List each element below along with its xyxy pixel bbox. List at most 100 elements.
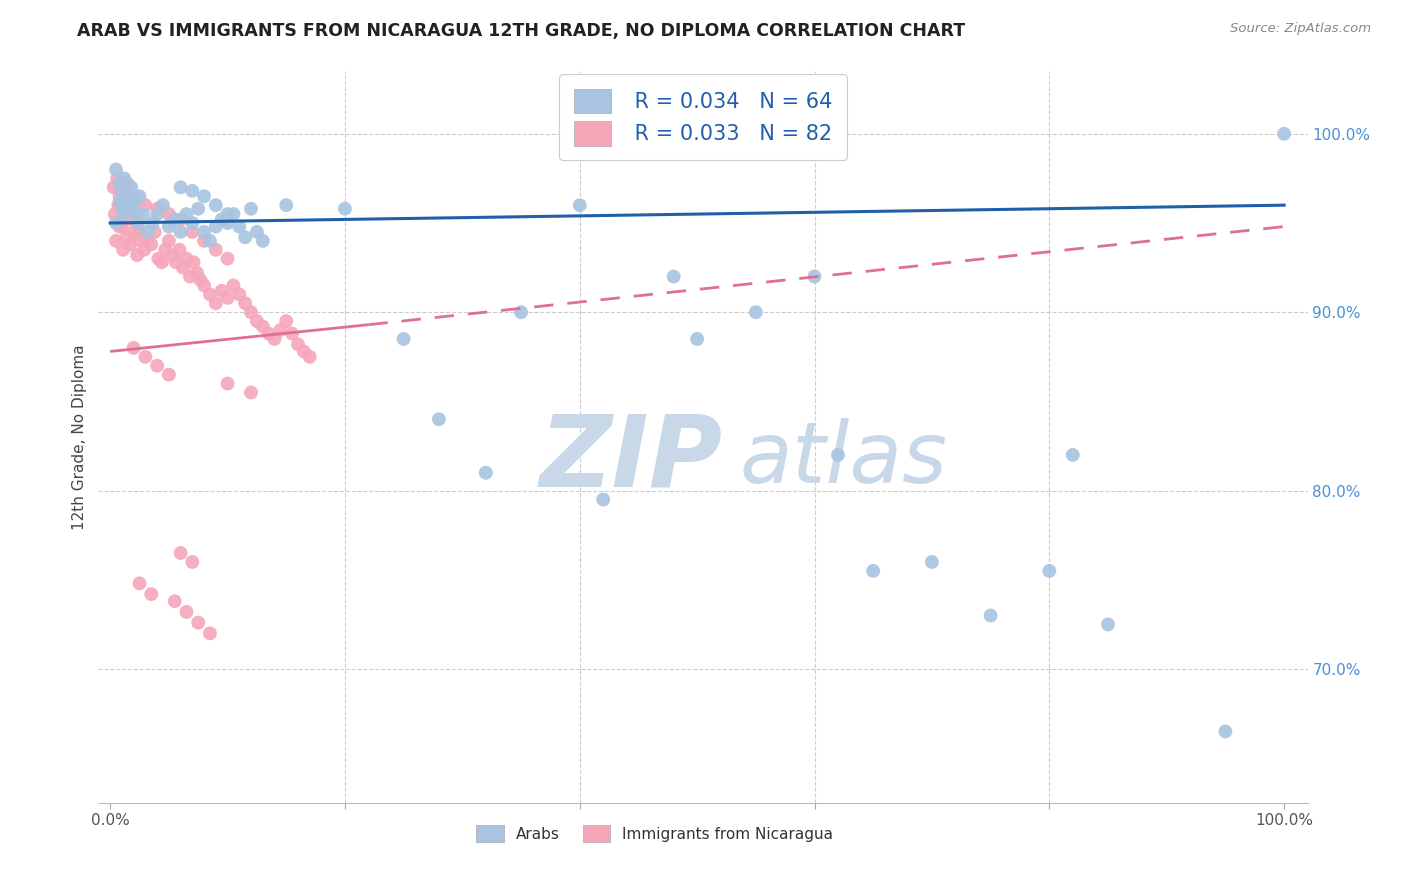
Point bbox=[263, 332, 285, 346]
Point bbox=[107, 198, 129, 212]
Point bbox=[169, 243, 191, 257]
Point bbox=[155, 243, 177, 257]
Point bbox=[392, 332, 415, 346]
Point bbox=[128, 576, 150, 591]
Point bbox=[169, 225, 191, 239]
Point bbox=[252, 234, 274, 248]
Point bbox=[204, 296, 226, 310]
Point bbox=[127, 248, 149, 262]
Point bbox=[176, 605, 198, 619]
Point bbox=[146, 359, 169, 373]
Point bbox=[169, 180, 191, 194]
Point bbox=[115, 230, 138, 244]
Point bbox=[143, 225, 166, 239]
Point bbox=[122, 194, 145, 209]
Point bbox=[980, 608, 1002, 623]
Point bbox=[105, 171, 128, 186]
Point bbox=[150, 255, 173, 269]
Point bbox=[257, 326, 280, 341]
Point bbox=[112, 171, 135, 186]
Point bbox=[287, 337, 309, 351]
Point bbox=[181, 555, 204, 569]
Text: atlas: atlas bbox=[740, 417, 948, 500]
Point bbox=[125, 216, 148, 230]
Point bbox=[172, 260, 194, 275]
Point bbox=[475, 466, 498, 480]
Point bbox=[148, 252, 170, 266]
Point bbox=[1272, 127, 1295, 141]
Point bbox=[136, 225, 159, 239]
Point bbox=[217, 291, 239, 305]
Point bbox=[111, 219, 134, 234]
Point bbox=[103, 180, 125, 194]
Point bbox=[181, 184, 204, 198]
Point bbox=[105, 162, 128, 177]
Text: ZIP: ZIP bbox=[540, 410, 723, 508]
Point bbox=[187, 615, 209, 630]
Point bbox=[862, 564, 884, 578]
Point bbox=[198, 234, 221, 248]
Point bbox=[141, 237, 163, 252]
Point bbox=[510, 305, 533, 319]
Point bbox=[568, 198, 591, 212]
Point bbox=[333, 202, 356, 216]
Point bbox=[186, 266, 208, 280]
Point bbox=[1097, 617, 1119, 632]
Point bbox=[157, 207, 180, 221]
Point bbox=[112, 207, 135, 221]
Point bbox=[125, 207, 148, 221]
Point bbox=[276, 198, 298, 212]
Point bbox=[117, 191, 139, 205]
Point bbox=[117, 177, 139, 191]
Point bbox=[222, 207, 245, 221]
Point bbox=[136, 230, 159, 244]
Point bbox=[111, 202, 134, 216]
Point bbox=[122, 198, 145, 212]
Point bbox=[179, 269, 201, 284]
Point bbox=[233, 230, 256, 244]
Point bbox=[181, 225, 204, 239]
Point bbox=[122, 189, 145, 203]
Point bbox=[181, 216, 204, 230]
Point bbox=[228, 219, 250, 234]
Point bbox=[108, 189, 131, 203]
Point bbox=[187, 202, 209, 216]
Point bbox=[108, 219, 131, 234]
Point bbox=[222, 278, 245, 293]
Point bbox=[118, 198, 141, 212]
Point bbox=[246, 225, 269, 239]
Point bbox=[193, 278, 215, 293]
Point bbox=[292, 344, 315, 359]
Point bbox=[129, 234, 152, 248]
Point bbox=[112, 184, 135, 198]
Point bbox=[276, 314, 298, 328]
Point bbox=[204, 243, 226, 257]
Point bbox=[128, 225, 150, 239]
Point bbox=[217, 216, 239, 230]
Point bbox=[120, 237, 142, 252]
Point bbox=[157, 368, 180, 382]
Point bbox=[281, 326, 304, 341]
Point bbox=[121, 198, 143, 212]
Point bbox=[217, 207, 239, 221]
Point bbox=[120, 202, 142, 216]
Point bbox=[132, 207, 155, 221]
Point bbox=[118, 205, 141, 219]
Point bbox=[211, 212, 233, 227]
Point bbox=[204, 219, 226, 234]
Point bbox=[169, 546, 191, 560]
Point bbox=[134, 243, 156, 257]
Point bbox=[1038, 564, 1060, 578]
Point bbox=[269, 323, 291, 337]
Point bbox=[120, 180, 142, 194]
Point bbox=[233, 296, 256, 310]
Point bbox=[169, 212, 191, 227]
Point bbox=[921, 555, 943, 569]
Point bbox=[176, 207, 198, 221]
Point bbox=[105, 216, 128, 230]
Point bbox=[204, 198, 226, 212]
Point bbox=[252, 319, 274, 334]
Point bbox=[686, 332, 709, 346]
Point bbox=[217, 252, 239, 266]
Point bbox=[193, 234, 215, 248]
